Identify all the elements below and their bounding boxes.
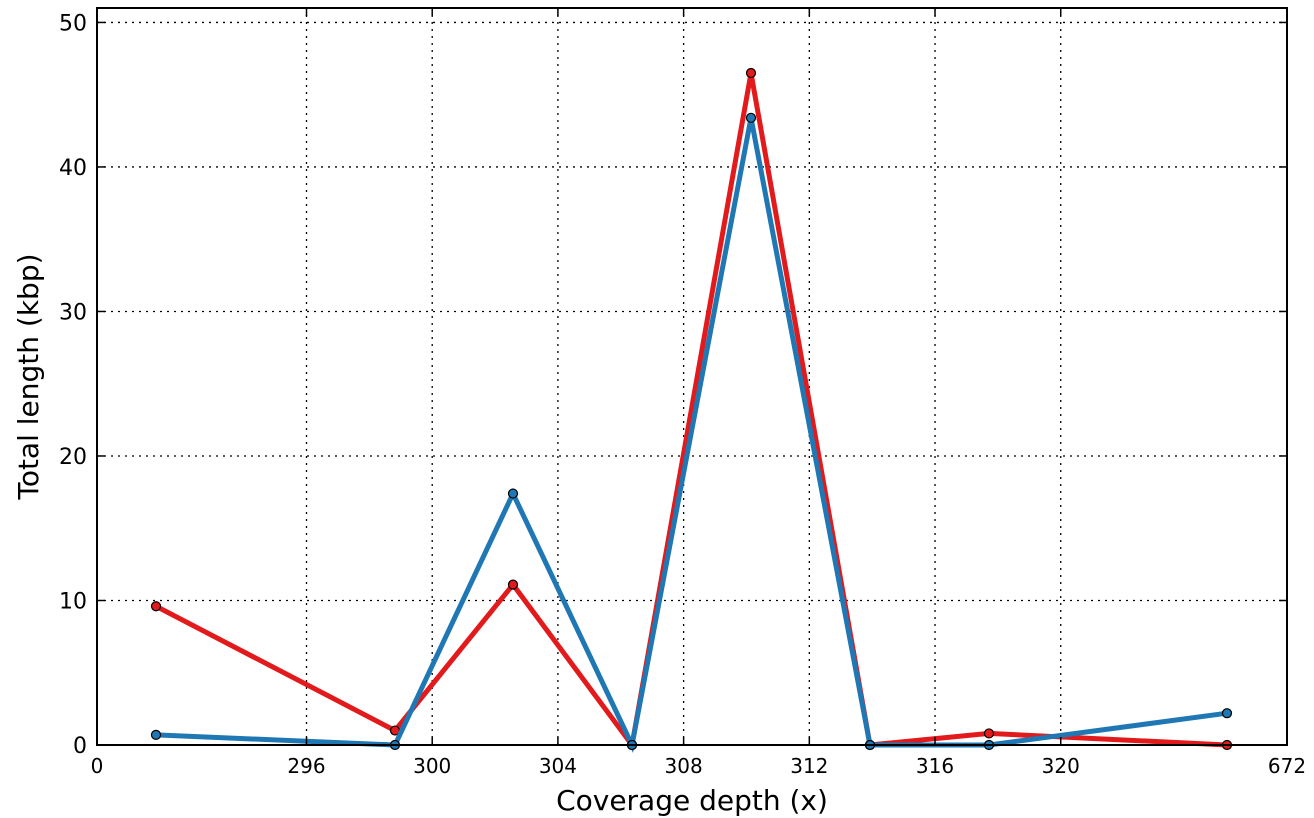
x-axis-label: Coverage depth (x) [556, 784, 828, 817]
y-tick-label: 30 [59, 300, 87, 325]
series-1-point [983, 728, 995, 739]
grid-lines [97, 8, 1287, 745]
x-tick-label: 300 [413, 754, 451, 778]
series-1-point [150, 601, 162, 612]
series-2-point [507, 488, 519, 499]
y-tick-label: 40 [59, 156, 87, 181]
x-tick-label: 0 [91, 754, 104, 778]
x-tick-label: 320 [1042, 754, 1080, 778]
y-tick-label: 20 [59, 445, 87, 470]
series-2-point [150, 729, 162, 740]
axis-ticks: 0 296 300 304 308 312 316 320 672 0 10 20 30 40 50 [59, 8, 1306, 778]
x-tick-label: 308 [665, 754, 703, 778]
x-tick-label: 296 [287, 754, 325, 778]
y-axis-label: Total length (kbp) [12, 253, 45, 500]
x-tick-label: 672 [1268, 754, 1306, 778]
x-tick-label: 316 [916, 754, 954, 778]
y-tick-label: 10 [59, 589, 87, 614]
x-tick-label: 304 [539, 754, 577, 778]
series-line-1 [154, 72, 1228, 752]
y-tick-label: 50 [59, 11, 87, 36]
series-1-point [507, 579, 519, 590]
series-group [150, 67, 1233, 754]
y-tick-label: 0 [73, 734, 87, 759]
series-1-point [745, 67, 757, 79]
series-line-2 [155, 117, 1228, 754]
series-2-point [1221, 708, 1233, 719]
series-2-point [745, 112, 757, 123]
plot-frame [96, 7, 1288, 746]
x-tick-label: 312 [790, 754, 828, 778]
